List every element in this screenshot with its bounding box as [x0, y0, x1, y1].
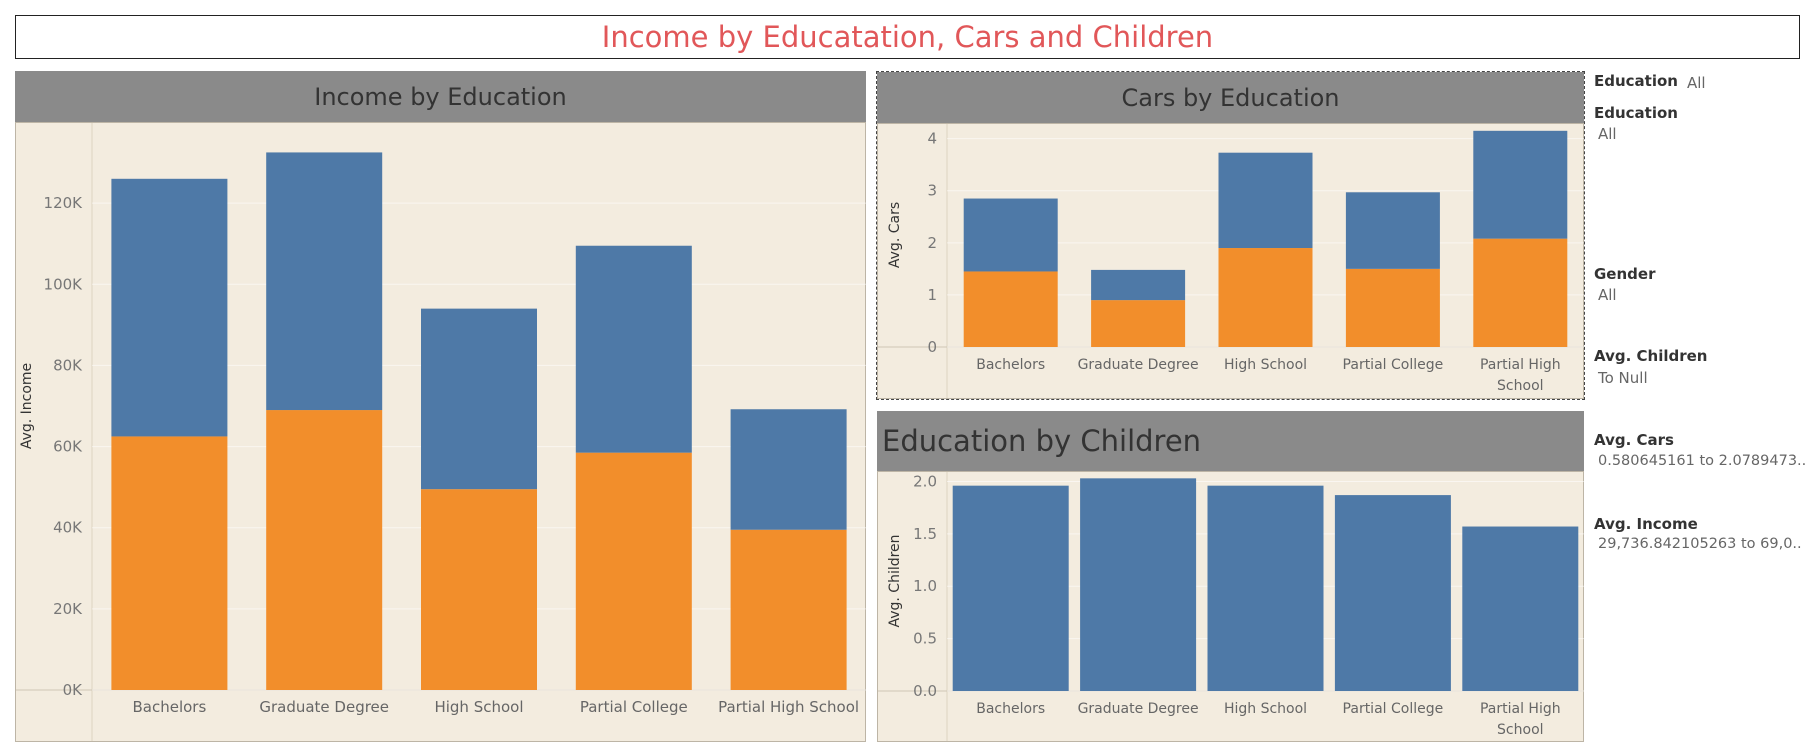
y-axis-label: Avg. Children [887, 534, 903, 627]
x-tick-label: Partial College [1343, 701, 1444, 717]
x-tick-label: Bachelors [976, 701, 1045, 717]
x-tick-label: School [1497, 378, 1543, 394]
y-tick-label: 3 [927, 182, 937, 200]
x-tick-label: Bachelors [133, 698, 207, 716]
y-tick-label: 80K [53, 356, 83, 374]
children-bar[interactable] [1462, 526, 1579, 691]
y-tick-label: 2.0 [913, 472, 937, 490]
y-tick-label: 120K [44, 194, 84, 212]
income-bar[interactable] [730, 409, 847, 530]
y-tick-label: 20K [53, 600, 83, 618]
education-filter-value[interactable]: All [1687, 74, 1706, 92]
y-tick-label: 1 [927, 286, 937, 304]
x-tick-label: Partial High School [718, 698, 859, 716]
avg-cars-filter-label: Avg. Cars [1594, 431, 1674, 449]
x-tick-label: High School [434, 698, 523, 716]
cars-chart: 0 1 2 3 4 Avg. Cars Bachelors Graduate Degree Hi… [877, 123, 1584, 399]
x-tick-label: Partial High [1480, 357, 1561, 373]
income-bar[interactable] [575, 245, 692, 453]
x-tick-label: Graduate Degree [259, 698, 389, 716]
income-bar[interactable] [111, 436, 228, 690]
education-filter-label: Education [1594, 72, 1678, 90]
education-by-children-panel: Education by Children 0.0 0.5 1.0 1.5 2.0 Avg… [877, 411, 1584, 742]
cars-bar[interactable] [963, 198, 1058, 272]
children-bar[interactable] [1334, 495, 1451, 691]
x-tick-label: Partial High [1480, 701, 1561, 717]
income-bar[interactable] [111, 178, 228, 437]
income-bar[interactable] [421, 308, 537, 490]
income-bar[interactable] [266, 410, 383, 690]
avg-cars-filter-value[interactable]: 0.580645161 to 2.0789473.. [1598, 453, 1807, 469]
children-bar[interactable] [1080, 478, 1197, 691]
income-by-education-panel: Income by Education 0K 20K 40K 60K 80K 100K 12… [15, 71, 866, 742]
income-chart: 0K 20K 40K 60K 80K 100K 120K Avg. Income Bachelo… [15, 122, 866, 742]
cars-bar[interactable] [1091, 300, 1186, 347]
avg-children-filter-value[interactable]: To Null [1598, 369, 1648, 387]
x-tick-label: Graduate Degree [1078, 701, 1199, 717]
education-legend-value[interactable]: All [1598, 125, 1617, 143]
y-tick-label: 1.0 [913, 577, 937, 595]
y-axis-label: Avg. Cars [887, 202, 903, 268]
chart-frame [15, 122, 866, 742]
y-tick-label: 0 [927, 338, 937, 356]
chart-frame [877, 123, 1584, 399]
children-chart: 0.0 0.5 1.0 1.5 2.0 Avg. Children Bachelors Gra… [877, 471, 1584, 742]
income-chart-title: Income by Education [15, 71, 866, 122]
cars-bar[interactable] [1218, 248, 1313, 347]
avg-income-filter-value[interactable]: 29,736.842105263 to 69,0.. [1598, 536, 1802, 552]
cars-bar[interactable] [1345, 268, 1440, 347]
avg-income-filter-label: Avg. Income [1594, 515, 1698, 533]
x-tick-label: School [1497, 722, 1543, 738]
avg-children-filter-label: Avg. Children [1594, 347, 1708, 365]
education-legend-label: Education [1594, 104, 1678, 122]
chart-frame [877, 471, 1584, 742]
cars-bar[interactable] [1473, 130, 1568, 239]
gender-filter-value[interactable]: All [1598, 286, 1617, 304]
y-tick-label: 0.0 [913, 682, 937, 700]
income-bar[interactable] [575, 452, 692, 690]
x-tick-label: Partial College [580, 698, 688, 716]
x-tick-label: Graduate Degree [1078, 357, 1199, 373]
y-tick-label: 60K [53, 438, 83, 456]
cars-bar[interactable] [963, 271, 1058, 347]
income-bar[interactable] [421, 489, 537, 690]
y-tick-label: 40K [53, 519, 83, 537]
income-bar[interactable] [730, 529, 847, 690]
cars-chart-title: Cars by Education [877, 72, 1584, 123]
children-chart-title: Education by Children [877, 411, 1584, 471]
y-axis-label: Avg. Income [19, 363, 35, 449]
y-tick-label: 2 [927, 234, 937, 252]
x-tick-label: Partial College [1343, 357, 1444, 373]
gender-filter-label: Gender [1594, 265, 1656, 283]
y-tick-label: 4 [927, 130, 937, 148]
dashboard-title: Income by Educatation, Cars and Children [15, 15, 1800, 59]
cars-bar[interactable] [1473, 238, 1568, 347]
children-bar[interactable] [952, 485, 1069, 691]
x-tick-label: High School [1224, 357, 1307, 373]
x-tick-label: Bachelors [976, 357, 1045, 373]
y-tick-label: 1.5 [913, 525, 937, 543]
x-tick-label: High School [1224, 701, 1307, 717]
cars-bar[interactable] [1345, 192, 1440, 269]
cars-by-education-panel: Cars by Education 0 1 2 3 4 Avg. Cars Bachelor… [876, 71, 1585, 400]
y-tick-label: 100K [44, 275, 84, 293]
cars-bar[interactable] [1218, 152, 1313, 249]
y-tick-label: 0K [63, 681, 84, 699]
y-tick-label: 0.5 [913, 630, 937, 648]
children-bar[interactable] [1207, 485, 1324, 691]
cars-bar[interactable] [1091, 269, 1186, 301]
income-bar[interactable] [266, 152, 383, 411]
